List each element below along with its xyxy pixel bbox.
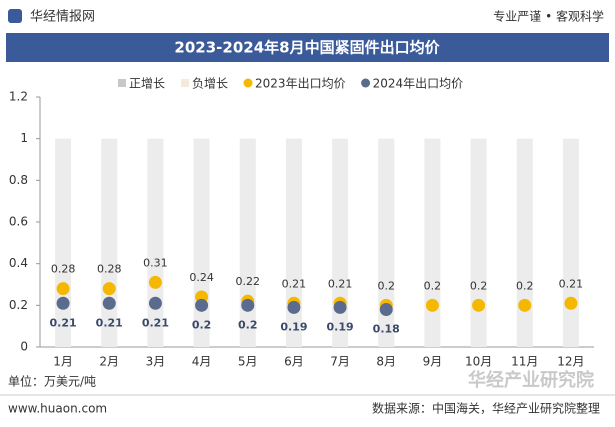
background-bar [285,138,302,347]
title-bar [6,33,609,62]
x-tick-label: 9月 [423,355,443,369]
y-tick-label: 0 [20,340,28,354]
point [102,296,116,310]
unit: 单位：万美元/吨 [8,374,96,389]
data-label: 0.21 [282,277,307,290]
legend-marker [243,78,253,88]
data-label: 0.31 [143,256,168,269]
point [287,300,301,314]
y-tick-label: 0.2 [9,298,28,312]
data-label: 0.24 [189,271,214,284]
point [564,296,578,310]
brand: 华经情报网 [30,10,95,25]
data-label: 0.28 [97,263,122,276]
data-label: 0.2 [470,279,488,292]
slogan: 专业严谨 • 客观科学 [493,9,604,24]
point [379,303,393,316]
background-bar [424,138,441,347]
x-tick-label: 1月 [53,355,73,369]
x-tick-label: 7月 [330,355,350,369]
legend-marker [361,78,371,88]
data-label: 0.21 [328,277,353,290]
legend-swatch [118,79,126,87]
point [518,298,532,312]
x-tick-label: 2月 [99,355,119,369]
point [472,298,486,312]
legend-label: 2024年出口均价 [373,77,464,91]
x-tick-label: 5月 [238,355,258,369]
y-tick-label: 1 [20,131,28,145]
legend-swatch [181,79,190,87]
background-bar [147,138,164,347]
data-label: 0.2 [378,279,396,292]
data-label: 0.21 [142,316,169,329]
data-label: 0.2 [192,318,212,331]
x-tick-label: 11月 [511,355,538,369]
point [102,282,116,296]
x-tick-label: 8月 [376,355,396,369]
point [148,275,162,289]
logo-icon [8,9,22,23]
y-tick-label: 1.2 [9,90,28,104]
point [195,298,209,312]
data-label: 0.21 [50,316,77,329]
data-label: 0.18 [373,323,400,336]
background-bar [55,138,72,347]
point [56,296,70,310]
x-tick-label: 3月 [146,355,166,369]
legend-label: 负增长 [192,77,228,91]
point [56,282,70,296]
point [148,296,162,310]
data-label: 0.28 [51,263,76,276]
x-tick-label: 6月 [284,355,304,369]
point [241,298,255,312]
y-tick-label: 0.4 [9,256,28,270]
y-tick-label: 0.6 [9,215,28,229]
y-tick-label: 0.8 [9,173,28,187]
data-label: 0.21 [559,277,584,290]
background-bar [470,138,487,347]
point [333,300,347,314]
background-bar [239,138,256,347]
background-bar [562,138,579,347]
chart-title: 2023-2024年8月中国紧固件出口均价 [174,39,440,57]
source: 数据来源：中国海关，华经产业研究院整理 [372,401,600,416]
data-label: 0.19 [327,320,354,333]
background-bar [101,138,118,347]
background-bar [193,138,210,347]
legend-label: 2023年出口均价 [255,77,346,91]
data-label: 0.21 [96,316,123,329]
x-tick-label: 10月 [465,355,492,369]
background-bar [332,138,349,347]
x-tick-label: 4月 [192,355,212,369]
background-bar [516,138,533,347]
x-tick-label: 12月 [557,355,584,369]
background-bar [378,138,395,347]
data-label: 0.19 [280,320,307,333]
legend-label: 正增长 [129,77,165,91]
data-label: 0.2 [516,279,534,292]
point [425,298,439,312]
website: www.huaon.com [8,402,107,416]
logo-text: 华经产业研究院 [468,369,594,391]
data-label: 0.22 [236,275,261,288]
data-label: 0.2 [238,318,258,331]
data-label: 0.2 [424,279,442,292]
